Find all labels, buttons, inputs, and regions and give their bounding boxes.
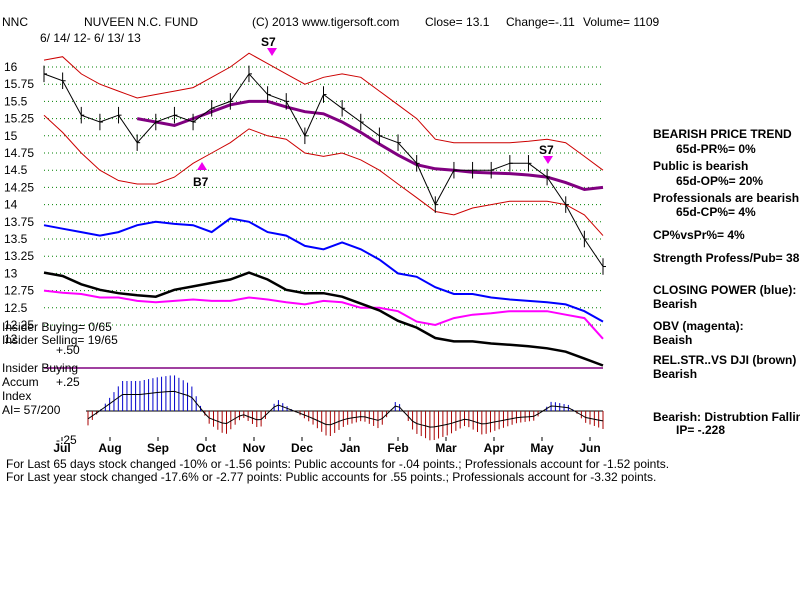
index-label: Index	[2, 389, 32, 403]
footer-line-year: For Last year stock changed -17.6% or -2…	[6, 470, 657, 484]
relstr-line	[43, 271, 604, 367]
x-tick-label: Sep	[147, 441, 169, 455]
y-tick-label: 13.25	[4, 249, 34, 263]
distribution-label: Bearish: Distrubtion Falling	[653, 410, 800, 424]
obv-line	[43, 289, 604, 340]
fund-name: NUVEEN N.C. FUND	[84, 15, 199, 29]
y-tick-label: 12.75	[4, 284, 34, 298]
moving-average-line	[136, 99, 604, 192]
month-axis: Jul Aug Sep Oct Nov Dec Jan Feb Mar Apr May Jun	[53, 437, 601, 455]
y-tick-label: 15.5	[4, 94, 28, 108]
change-value: Change=-.11	[506, 15, 575, 29]
close-value: Close= 13.1	[425, 15, 490, 29]
relstr-axis-12: 12	[4, 332, 18, 346]
signal-arrow	[543, 156, 553, 164]
x-tick-label: Apr	[484, 441, 505, 455]
pr-value: 65d-PR%= 0%	[676, 142, 756, 156]
upper-band-line	[43, 52, 604, 171]
y-tick-label: 14.5	[4, 163, 28, 177]
insider-selling: Insider Selling= 19/65	[2, 333, 118, 347]
y-tick-label: 15.75	[4, 77, 34, 91]
relstr-label: REL.STR..VS DJI (brown)	[653, 353, 797, 367]
op-value: 65d-OP%= 20%	[676, 174, 764, 188]
x-tick-label: Feb	[387, 441, 408, 455]
volume-value: Volume= 1109	[583, 15, 660, 29]
acc-axis-plus25: +.25	[56, 375, 80, 389]
signal-arrow	[197, 162, 207, 170]
x-tick-label: May	[530, 441, 554, 455]
x-tick-label: Jul	[53, 441, 70, 455]
closing-power-status: Bearish	[653, 297, 698, 311]
lower-band-line	[43, 114, 604, 236]
y-tick-label: 13.5	[4, 232, 28, 246]
price-series	[43, 48, 606, 275]
relstr-status: Bearish	[653, 367, 698, 381]
y-tick-label: 12.25	[4, 318, 34, 332]
x-tick-label: Jun	[579, 441, 600, 455]
x-tick-label: Jan	[340, 441, 361, 455]
closing-power-label: CLOSING POWER (blue):	[653, 283, 797, 297]
acc-axis-plus50: +.50	[56, 343, 80, 357]
accum-label: Accum	[2, 375, 39, 389]
bearish-price-trend: BEARISH PRICE TREND	[653, 127, 792, 141]
y-tick-label: 13.75	[4, 215, 34, 229]
signal-arrow	[267, 48, 277, 56]
y-tick-label: 13	[4, 266, 18, 280]
ip-value: IP= -.228	[676, 423, 726, 437]
x-tick-label: Mar	[435, 441, 457, 455]
signal-b7-sep: B7	[193, 175, 209, 189]
indicator-series	[43, 217, 604, 367]
accum-label-insider: Insider Buying	[2, 361, 79, 375]
x-tick-label: Aug	[98, 441, 121, 455]
insider-buying: Insider Buying= 0/65	[2, 320, 112, 334]
price-axis-ticks: 16 15.75 15.5 15.25 15 14.75 14.5 14.25 14 13.75 1…	[4, 60, 34, 332]
y-tick-label: 14.25	[4, 180, 34, 194]
y-tick-label: 15	[4, 129, 18, 143]
signal-s7-may: S7	[539, 143, 554, 157]
ai-value: AI= 57/200	[2, 403, 61, 417]
cp-vs-pr: CP%vsPr%= 4%	[653, 228, 745, 242]
obv-status: Beaish	[653, 333, 693, 347]
x-tick-label: Nov	[243, 441, 266, 455]
price-line	[43, 73, 604, 267]
public-bearish: Public is bearish	[653, 159, 749, 173]
cp-value: 65d-CP%= 4%	[676, 205, 756, 219]
obv-label: OBV (magenta):	[653, 319, 744, 333]
accum-smoothed-line	[87, 390, 604, 428]
ticker: NNC	[2, 15, 28, 29]
x-tick-label: Dec	[291, 441, 313, 455]
y-tick-label: 12.5	[4, 301, 28, 315]
copyright: (C) 2013 www.tigersoft.com	[252, 15, 400, 29]
y-tick-label: 14	[4, 198, 18, 212]
x-tick-label: Oct	[196, 441, 216, 455]
y-tick-label: 14.75	[4, 146, 34, 160]
price-gridlines	[44, 66, 603, 326]
y-tick-label: 15.25	[4, 112, 34, 126]
footer-line-65days: For Last 65 days stock changed -10% or -…	[6, 457, 670, 471]
pros-bearish: Professionals are bearish	[653, 191, 800, 205]
signal-s7-nov: S7	[261, 35, 276, 49]
strength-value: Strength Profess/Pub= 38	[653, 251, 800, 265]
accumulation-index	[44, 367, 604, 441]
closing-power-line	[43, 217, 604, 323]
acc-axis-minus25: -.25	[56, 433, 77, 447]
date-range: 6/ 14/ 12- 6/ 13/ 13	[40, 31, 141, 45]
y-tick-label: 16	[4, 60, 18, 74]
